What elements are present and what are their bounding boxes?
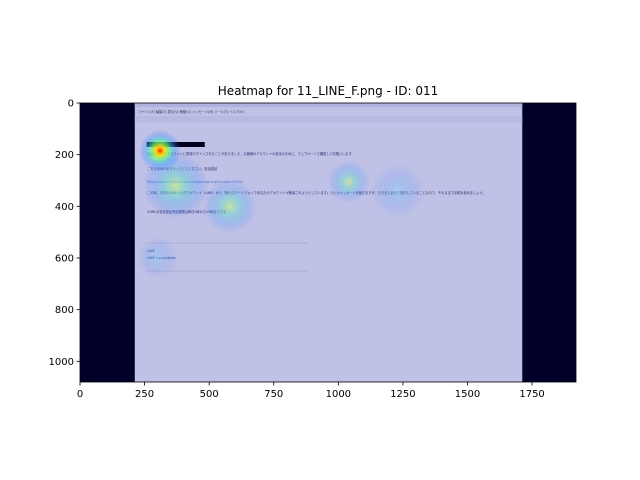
screenshot-region: [134, 103, 523, 382]
x-tick-label: 1500: [455, 389, 480, 400]
email-body-line: お客様のLINEアカウントに異常ログインされたことがありました。お客様のアカウン…: [147, 151, 354, 156]
toolbar: [134, 116, 523, 122]
x-tick-label: 1750: [519, 389, 544, 400]
heat-hotspot: [142, 152, 209, 219]
heat-hotspot: [136, 237, 179, 279]
y-tick-label: 600: [55, 254, 74, 265]
heat-hotspot: [327, 160, 370, 203]
y-tick-label: 400: [55, 202, 74, 213]
heat-hotspot: [371, 164, 425, 218]
x-tick-label: 1250: [390, 389, 415, 400]
x-tick-label: 750: [264, 389, 283, 400]
y-tick-label: 0: [68, 99, 74, 110]
menu-bar: ファイル(F) 編集(E) 表示(V) 移動(G) メッセージ(M) ツール(T…: [138, 109, 244, 114]
chart-title: Heatmap for 11_LINE_F.png - ID: 011: [218, 84, 438, 98]
y-axis: 0 200 400 600 800 1000: [49, 99, 80, 368]
x-tick-label: 0: [77, 389, 83, 400]
x-tick-label: 250: [135, 389, 154, 400]
email-body-line: この時、日本のLINEへ公式アカウント（LINE）から「他のスマートフォンであな…: [147, 190, 485, 195]
x-tick-label: 500: [200, 389, 219, 400]
y-tick-label: 200: [55, 150, 74, 161]
window-titlebar: [134, 103, 523, 107]
y-tick-label: 1000: [49, 357, 74, 368]
heat-hotspot: [203, 179, 257, 234]
x-axis: 0 250 500 750 1000 1250 1500 1750: [77, 382, 545, 400]
x-tick-label: 1000: [326, 389, 351, 400]
heat-overlay: [136, 129, 425, 279]
y-tick-label: 800: [55, 305, 74, 316]
plot-frame: [79, 102, 577, 383]
